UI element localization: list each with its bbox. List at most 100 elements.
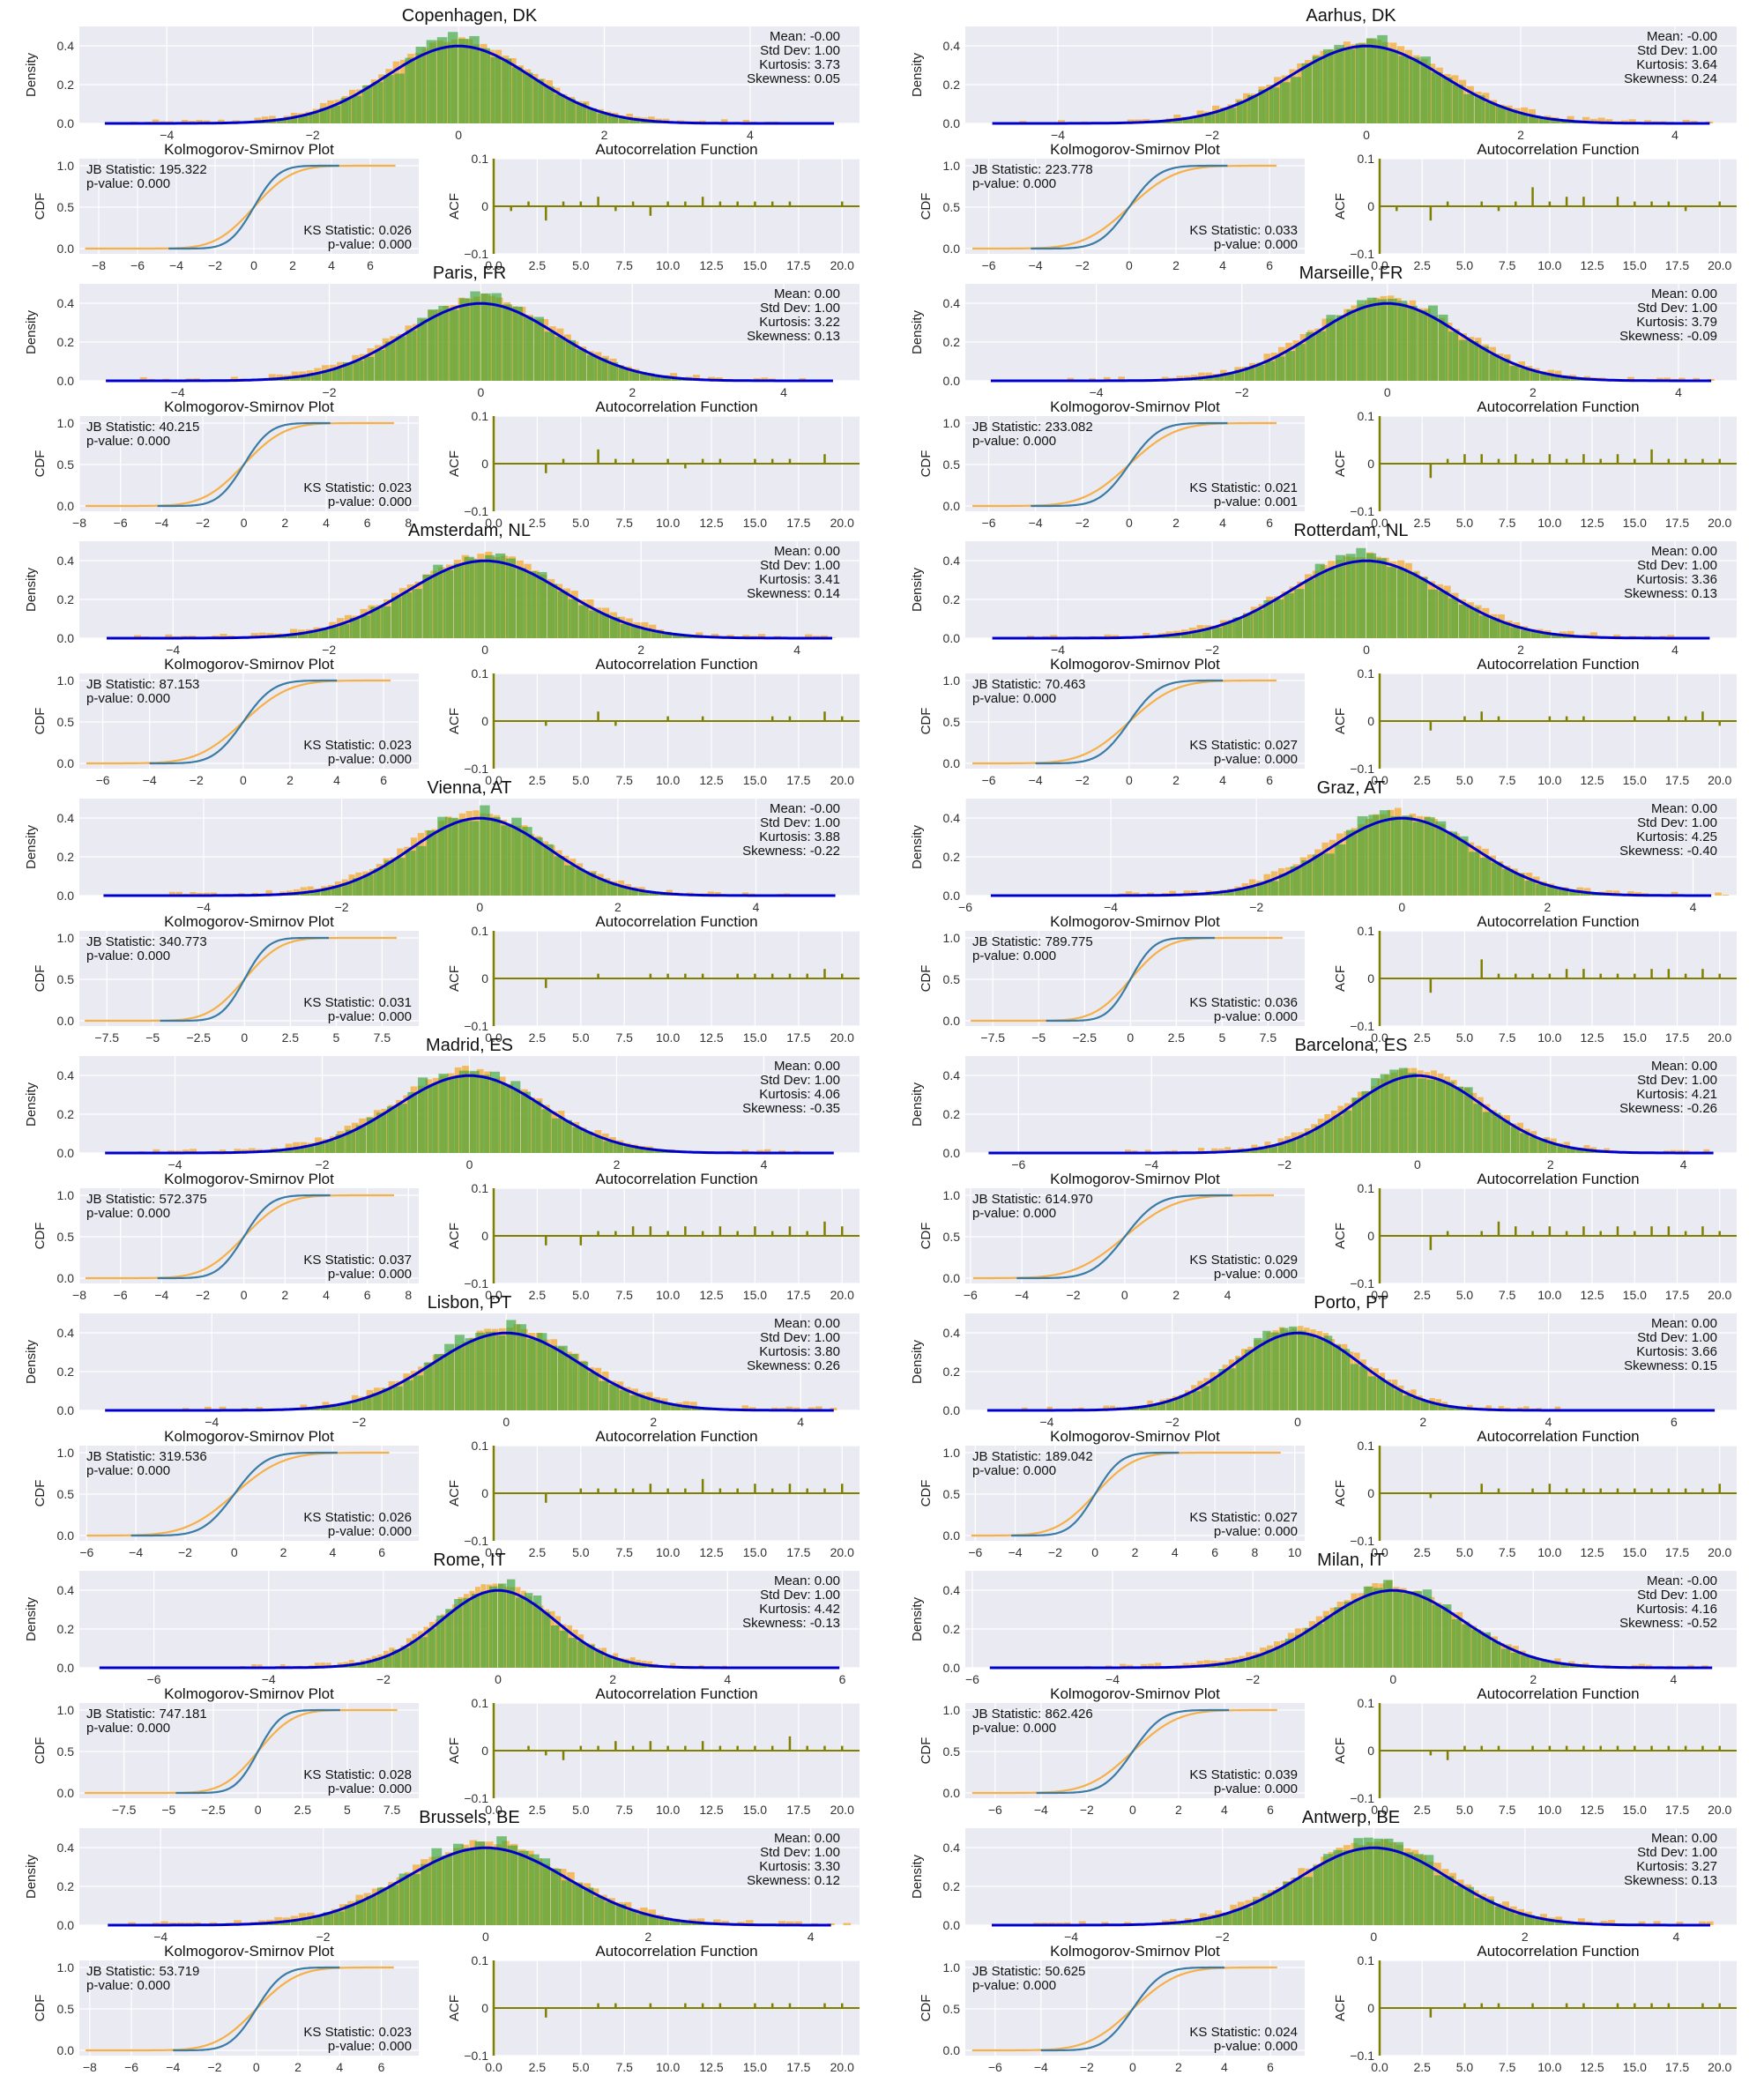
hist-xtick: −2 [1249, 900, 1263, 914]
normal-hist-bar [557, 591, 568, 638]
city-title: Porto, PT [1314, 1293, 1388, 1313]
acf-xtick: 5.0 [572, 1545, 590, 1559]
normal-hist-bar [458, 819, 469, 896]
normal-hist-bar [330, 105, 341, 123]
normal-hist-bar [1445, 1082, 1455, 1153]
acf-xtick: 17.5 [786, 1288, 810, 1302]
ks-panel [965, 931, 1305, 1026]
acf-ytick: 0.1 [1358, 409, 1375, 423]
normal-hist-bar [1183, 1394, 1192, 1410]
ks-ytick: 0.5 [57, 2002, 75, 2016]
empirical-hist-bar [670, 1662, 676, 1668]
hist-xtick: 2 [614, 1157, 621, 1171]
empirical-hist-bar [1644, 120, 1652, 123]
empirical-hist-bar [1485, 1405, 1492, 1410]
ks-xtick: −2.5 [1072, 1030, 1097, 1045]
normal-hist-bar [1371, 1078, 1381, 1153]
acf-xtick: 20.0 [1708, 1545, 1731, 1559]
empirical-hist-bar [1126, 1664, 1134, 1668]
normal-hist-bar [1520, 368, 1530, 381]
hist-stat-text: Mean: 0.00 [774, 1316, 840, 1331]
empirical-hist-bar [1722, 895, 1730, 896]
normal-hist-bar [1492, 1112, 1501, 1153]
hist-stat-text: Mean: 0.00 [774, 544, 840, 559]
normal-hist-bar [437, 816, 448, 896]
normal-hist-bar [475, 1332, 486, 1410]
ks-pvalue-text: p-value: 0.000 [328, 1781, 412, 1796]
normal-hist-bar [1280, 1328, 1289, 1410]
hist-xtick: 4 [724, 1672, 731, 1686]
ks-xtick: −2 [196, 516, 210, 530]
normal-hist-bar [594, 1650, 604, 1668]
hist-xtick: −4 [160, 128, 174, 142]
ks-xtick: −4 [1009, 1545, 1023, 1559]
normal-hist-bar [426, 40, 437, 124]
jb-statistic-text: JB Statistic: 319.536 [86, 1449, 207, 1464]
normal-hist-bar [436, 1615, 445, 1668]
normal-hist-bar [565, 339, 577, 381]
empirical-hist-bar [1706, 1921, 1714, 1925]
ks-plot-title: Kolmogorov-Smirnov Plot [164, 141, 334, 158]
normal-hist-bar [448, 817, 458, 896]
empirical-hist-bar [1605, 889, 1613, 896]
cdf-axis-label: CDF [919, 965, 934, 993]
acf-xtick: 12.5 [699, 2060, 723, 2074]
acf-ytick: 0.1 [1358, 1696, 1375, 1710]
acf-xtick: 17.5 [1665, 2060, 1689, 2074]
acf-ytick: −0.1 [464, 762, 488, 776]
normal-hist-bar [1244, 367, 1254, 381]
acf-xtick: 20.0 [1708, 258, 1731, 272]
normal-hist-bar [370, 606, 381, 638]
acf-xtick: 15.0 [743, 1288, 767, 1302]
ks-empirical-cdf-line [160, 936, 329, 1023]
normal-hist-bar [1539, 117, 1550, 123]
normal-hist-bar [1464, 1886, 1475, 1925]
ks-xtick: −6 [114, 1288, 128, 1302]
normal-hist-bar [1298, 1330, 1306, 1410]
empirical-hist-bar [305, 111, 313, 123]
normal-hist-bar [1353, 1599, 1364, 1668]
ks-xtick: −6 [968, 1545, 982, 1559]
empirical-hist-bar [1154, 1662, 1162, 1668]
normal-hist-bar [1463, 1087, 1473, 1153]
normal-hist-bar [1290, 866, 1301, 896]
normal-hist-bar [355, 1900, 367, 1925]
normal-hist-bar [1575, 1149, 1585, 1153]
normal-hist-bar [1379, 810, 1391, 896]
normal-hist-bar [681, 1921, 691, 1925]
normal-hist-bar [1530, 631, 1541, 638]
normal-pdf-line [989, 1588, 1713, 1670]
normal-hist-bar [1428, 589, 1439, 638]
acf-axis-label: ACF [1333, 193, 1348, 219]
acf-xtick: 15.0 [1623, 1803, 1647, 1817]
normal-hist-bar [649, 892, 659, 896]
ks-statistic-text: KS Statistic: 0.037 [303, 1253, 412, 1268]
empirical-hist-bar [1103, 1405, 1110, 1410]
empirical-hist-bar [1143, 632, 1150, 638]
normal-hist-bar [1394, 1841, 1403, 1925]
normal-hist-bar [640, 1396, 651, 1410]
empirical-hist-bar [1605, 119, 1613, 123]
ks-xtick: −2 [1076, 773, 1090, 787]
hist-stat-text: Mean: 0.00 [1651, 286, 1717, 301]
normal-hist-bar [1412, 1591, 1423, 1668]
normal-hist-bar [1224, 372, 1234, 381]
ks-ytick: 0.5 [943, 200, 961, 214]
empirical-hist-bar [153, 1149, 160, 1153]
density-axis-label: Density [910, 1596, 925, 1641]
acf-xtick: 5.0 [572, 1803, 590, 1817]
hist-ytick: 0.2 [943, 592, 961, 606]
acf-plot-title: Autocorrelation Function [595, 398, 757, 415]
ks-xtick: −8 [72, 1288, 86, 1302]
normal-hist-bar [1481, 1632, 1491, 1668]
normal-hist-bar [561, 1880, 572, 1925]
normal-hist-bar [428, 1628, 436, 1668]
hist-stat-text: Std Dev: 1.00 [1637, 1588, 1717, 1603]
ks-xtick: 8 [405, 1288, 412, 1302]
ks-ytick: 1.0 [57, 159, 75, 173]
empirical-hist-bar [741, 1149, 749, 1153]
ks-xtick: −4 [1034, 1803, 1048, 1817]
normal-hist-bar [1407, 572, 1418, 638]
